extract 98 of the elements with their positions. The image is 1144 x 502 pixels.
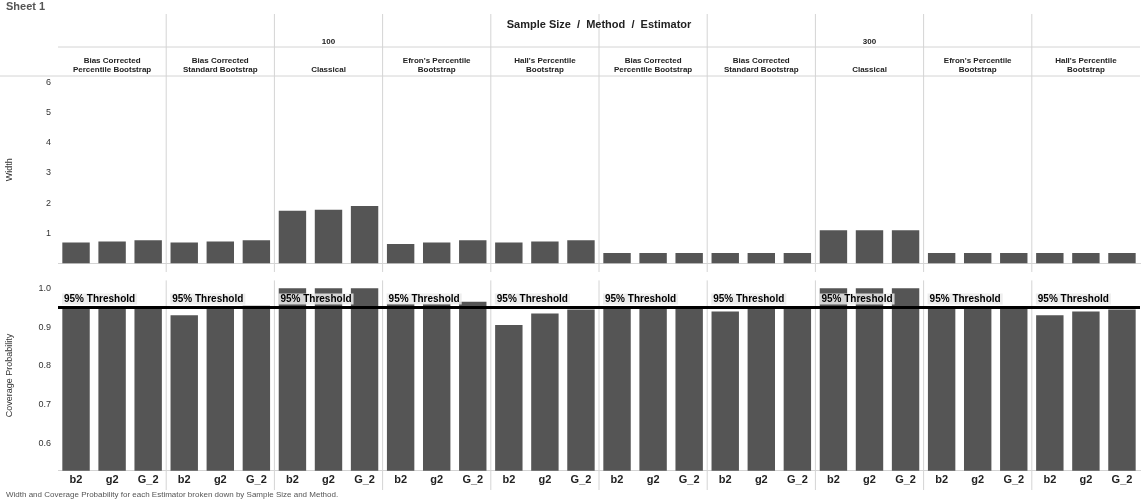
y-tick-label: 0.7 [38,399,51,410]
bar [314,209,343,264]
bar [62,242,90,264]
text: Bias Corrected Percentile Bootstrap [72,56,152,74]
text: 100 [321,37,336,46]
text: 95% Threshold [388,293,460,305]
bar [531,241,559,264]
text: Efron's Percentile Bootstrap [402,56,472,74]
x-tick-label: G_2 [1111,473,1133,486]
text: 95% Threshold [280,293,352,305]
x-tick-label: g2 [754,473,768,486]
bar [1108,253,1136,264]
text: Bias Corrected Standard Bootstrap [182,56,258,74]
text: 95% Threshold [713,293,785,305]
bar [386,243,415,264]
text: 95% Threshold [605,293,677,305]
y-tick-label: 0.9 [38,321,51,332]
y-tick-label: 0.6 [38,438,51,449]
x-tick-label: g2 [971,473,985,486]
x-tick-label: g2 [105,473,119,486]
x-tick-label: b2 [935,473,949,486]
text: Classical [311,65,346,74]
bar [603,253,631,264]
y-tick-label: 1.0 [38,282,51,293]
x-tick-label: G_2 [245,473,267,486]
text: Hall's Percentile Bootstrap [514,56,577,74]
y-tick-label: 6 [45,76,51,87]
chart-title: Sheet 1 [5,0,47,14]
ref-line-label: 95% Threshold [64,293,136,305]
text: Classical [852,65,887,74]
bar [423,242,451,264]
text: 95% Threshold [496,293,568,305]
bar [495,242,523,264]
x-tick-label: G_2 [1003,473,1025,486]
bar [459,240,487,264]
text: 300 [862,37,877,46]
bar [783,253,812,264]
x-tick-label: b2 [827,473,840,486]
text: Width and Coverage Probability for each Estimator broken down by Sample Size and Method. [5,490,340,499]
x-tick-label: G_2 [570,473,592,486]
bar [98,241,126,264]
x-tick-label: b2 [394,473,408,486]
text: Efron's Percentile Bootstrap [943,56,1013,74]
text: 95% Threshold [172,293,244,305]
x-tick-label: G_2 [895,473,916,486]
bar [927,253,956,264]
bar [855,230,884,264]
x-tick-label: b2 [610,473,624,486]
text: 95% Threshold [821,293,893,305]
x-tick-label: G_2 [137,473,159,486]
chart-subtitle: Sample Size / Method / Estimator [506,18,693,30]
bar [1072,253,1100,264]
bar [747,253,776,264]
x-tick-label: g2 [322,473,335,486]
y-tick-label: 5 [45,106,51,117]
x-tick-label: g2 [213,473,227,486]
text: Bias Corrected Percentile Bootstrap [613,56,693,74]
x-tick-label: G_2 [678,473,700,486]
y-axis-title: Width [3,158,14,182]
text: 95% Threshold [1037,293,1109,305]
x-tick-label: b2 [69,473,83,486]
text: Hall's Percentile Bootstrap [1055,56,1118,74]
text: Bias Corrected Standard Bootstrap [723,56,799,74]
y-tick-label: 1 [45,227,51,238]
x-tick-label: g2 [1079,473,1093,486]
bar [134,240,162,264]
x-tick-label: G_2 [786,473,808,486]
bar [1000,253,1028,264]
bar [711,253,739,264]
bar [675,253,703,264]
y-axis-title: Coverage Probability [3,333,14,418]
x-tick-label: g2 [646,473,660,486]
y-tick-label: 0.8 [38,360,51,371]
x-tick-label: b2 [1043,473,1057,486]
bar [242,240,271,264]
x-tick-label: g2 [538,473,552,486]
bar [639,253,667,264]
x-tick-label: G_2 [354,473,375,486]
bar [278,210,307,264]
bar [567,240,595,264]
y-tick-label: 4 [45,137,51,148]
x-tick-label: g2 [863,473,876,486]
text: 95% Threshold [929,293,1001,305]
x-tick-label: b2 [286,473,299,486]
bar [819,230,848,264]
x-tick-label: b2 [718,473,732,486]
y-tick-label: 2 [45,197,51,208]
bar [350,206,379,264]
x-tick-label: b2 [177,473,191,486]
bar [891,230,920,264]
bar [206,241,235,264]
bar [964,253,992,264]
x-tick-label: G_2 [462,473,484,486]
bar [1036,253,1064,264]
x-tick-label: g2 [430,473,444,486]
bar [170,242,198,264]
x-tick-label: b2 [502,473,516,486]
y-tick-label: 3 [45,167,51,178]
